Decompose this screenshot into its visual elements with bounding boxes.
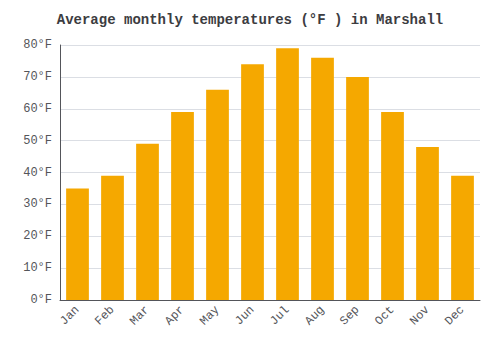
svg-text:50°F: 50°F: [23, 134, 52, 148]
svg-text:0°F: 0°F: [30, 293, 52, 307]
svg-text:Nov: Nov: [407, 303, 432, 328]
svg-text:10°F: 10°F: [23, 261, 52, 275]
svg-text:30°F: 30°F: [23, 197, 52, 211]
svg-text:70°F: 70°F: [23, 70, 52, 84]
svg-text:Jul: Jul: [267, 303, 292, 328]
svg-text:40°F: 40°F: [23, 166, 52, 180]
svg-text:Mar: Mar: [127, 303, 152, 328]
svg-text:Feb: Feb: [92, 303, 117, 328]
svg-text:Dec: Dec: [442, 303, 467, 328]
svg-text:80°F: 80°F: [23, 38, 52, 52]
svg-text:Oct: Oct: [372, 303, 397, 328]
svg-text:Aug: Aug: [302, 303, 327, 328]
svg-text:Jan: Jan: [57, 303, 82, 328]
svg-text:Apr: Apr: [162, 303, 187, 328]
svg-text:20°F: 20°F: [23, 229, 52, 243]
svg-text:60°F: 60°F: [23, 102, 52, 116]
svg-text:Sep: Sep: [337, 303, 362, 328]
svg-text:May: May: [197, 303, 222, 328]
svg-text:Average monthly temperatures (: Average monthly temperatures (°F ) in Ma…: [57, 12, 443, 28]
svg-text:Jun: Jun: [232, 303, 257, 328]
